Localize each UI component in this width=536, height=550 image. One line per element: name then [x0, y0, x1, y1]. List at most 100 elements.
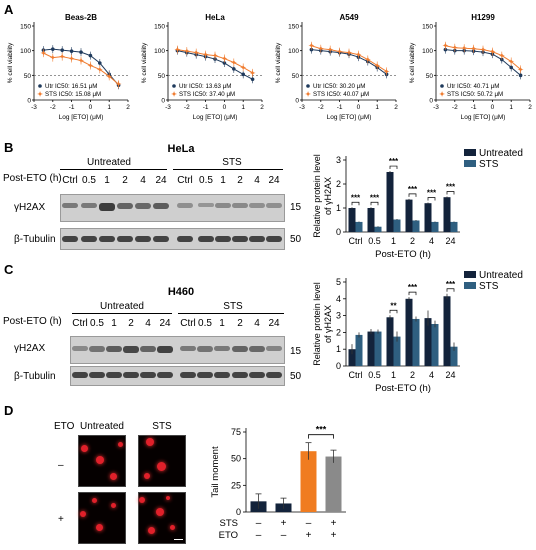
x-tick-label: 4	[429, 370, 434, 380]
comet-nucleus	[110, 502, 116, 508]
x-tick-label: Ctrl	[349, 370, 363, 380]
legend-marker-utr	[306, 84, 310, 88]
legend-swatch-untreated	[464, 271, 476, 278]
blot-band-gh2ax	[215, 203, 231, 208]
comet-nucleus	[80, 444, 88, 452]
y-tick-label: 0	[336, 227, 341, 237]
y-tick-label: 0	[429, 98, 433, 105]
data-point-sts: ✦	[193, 49, 199, 57]
data-point-sts: ✦	[461, 45, 467, 53]
data-point-sts: ✦	[97, 66, 103, 74]
panel-letter-c: C	[4, 262, 14, 277]
blot-band-gh2ax	[157, 346, 173, 354]
group-label-untreated: Untreated	[87, 157, 131, 168]
lane-label: 4	[254, 318, 260, 329]
comet-nucleus	[109, 472, 117, 480]
chart-title: H1299	[471, 13, 495, 22]
blot-band-tubulin	[177, 236, 193, 242]
legend-entry-sts: STS IC50: 50.72 μM	[447, 91, 503, 98]
lane-label: 2	[237, 175, 243, 186]
bar-untreated	[424, 203, 432, 232]
blot-band-gh2ax	[266, 203, 282, 208]
data-point-utr	[509, 65, 513, 70]
blot-band-tubulin	[153, 236, 169, 242]
x-tick-label: 0.5	[368, 370, 381, 380]
legend-entry-sts: STS IC50: 40.07 μM	[313, 91, 369, 98]
group-bracket	[178, 313, 284, 314]
data-point-sts: ✦	[489, 48, 495, 56]
bar-sts	[374, 226, 382, 232]
comet-image-sts-plus	[138, 492, 186, 544]
blot-band-gh2ax	[153, 203, 169, 210]
lane-label: 4	[254, 175, 260, 186]
row-label-post-eto: Post-ETO (h)	[3, 316, 62, 327]
protein-label-tubulin: β-Tubulin	[14, 234, 56, 245]
significance-label: ***	[389, 157, 399, 166]
viability-chart-beas2b: Beas-2B 0 50 100 150 -3 -2 -1 0 1 2 Log [ETO] (μM)%…	[7, 13, 130, 121]
y-tick-label: 3	[336, 311, 341, 321]
blot-band-gh2ax	[214, 346, 230, 352]
blot-band-gh2ax	[249, 346, 265, 352]
panel-letter-b: B	[4, 140, 14, 155]
bar-sts	[450, 346, 458, 366]
y-tick-label: 2	[336, 179, 341, 189]
data-point-sts: ✦	[184, 48, 190, 56]
significance-label: ***	[316, 425, 327, 435]
comet-nucleus	[169, 524, 175, 530]
comet-nucleus	[156, 508, 164, 516]
y-tick-label: 0	[236, 507, 241, 517]
legend-swatch-untreated	[464, 149, 476, 156]
blot-band-gh2ax	[117, 203, 133, 210]
y-tick-label: 150	[422, 24, 433, 31]
x-tick-label: -2	[318, 104, 324, 111]
significance-label: ***	[446, 280, 456, 289]
y-tick-label: 4	[336, 294, 341, 304]
data-point-utr	[69, 49, 74, 53]
x-tick-label: -3	[433, 104, 439, 111]
bar-untreated	[348, 208, 356, 232]
bar-untreated	[367, 208, 375, 232]
group-label-sts: STS	[223, 301, 243, 312]
data-point-sts: ✦	[355, 51, 361, 59]
blot-strip-tubulin	[70, 366, 285, 386]
y-tick-label: 100	[288, 48, 299, 55]
y-axis-label: of γH2AX	[323, 177, 333, 215]
legend-entry-sts: STS	[479, 281, 499, 292]
y-tick-label: 100	[20, 48, 31, 55]
blot-band-tubulin	[180, 372, 196, 378]
comet-nucleus	[139, 497, 145, 503]
lane-label: Ctrl	[62, 175, 78, 186]
data-point-sts: ✦	[318, 45, 324, 53]
blot-band-gh2ax	[249, 203, 265, 208]
blot-band-gh2ax	[232, 203, 248, 208]
y-tick-label: 75	[231, 427, 241, 437]
blot-band-tubulin	[106, 372, 122, 378]
condition-marker: –	[256, 530, 262, 541]
comet-nucleus	[95, 523, 103, 531]
group-bracket	[72, 313, 172, 314]
blot-band-tubulin	[89, 372, 105, 378]
bar-untreated	[443, 296, 451, 366]
legend-entry-utr: Utr IC50: 40.71 μM	[447, 83, 499, 90]
data-point-sts: ✦	[508, 58, 514, 66]
group-label-sts: STS	[222, 157, 242, 168]
blot-band-tubulin	[197, 372, 213, 378]
legend-entry-untreated: Untreated	[479, 148, 523, 159]
x-axis-label: Post-ETO (h)	[375, 249, 431, 260]
row-label-eto: ETO	[54, 421, 75, 432]
data-point-sts: ✦	[212, 52, 218, 60]
bar-untreated	[367, 331, 375, 366]
data-point-sts: ✦	[203, 51, 209, 59]
data-point-sts: ✦	[250, 69, 256, 77]
data-point-sts: ✦	[499, 52, 505, 60]
y-tick-label: 50	[24, 73, 32, 80]
blot-band-tubulin	[214, 372, 230, 378]
legend-marker-sts: ✦	[37, 91, 43, 99]
y-tick-label: 150	[20, 24, 31, 31]
column-label-sts: STS	[152, 421, 172, 432]
data-point-utr	[79, 50, 83, 54]
chart-title: A549	[339, 13, 359, 22]
x-tick-label: -3	[299, 104, 305, 111]
bar-sts	[450, 221, 458, 232]
significance-label: ***	[408, 185, 418, 194]
